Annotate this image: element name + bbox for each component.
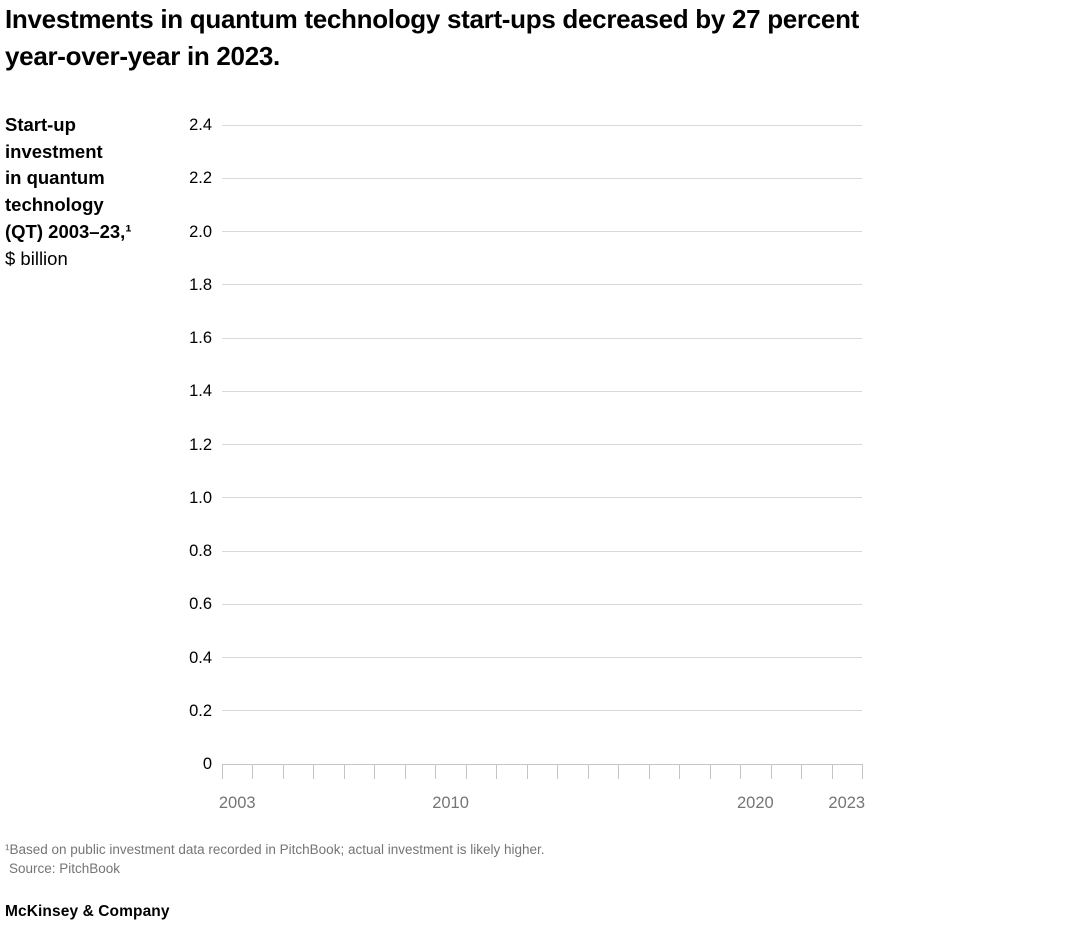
x-tick (222, 764, 223, 779)
y-axis-title-line: investment (5, 140, 103, 162)
y-tick-label: 1.2 (189, 435, 212, 454)
x-tick (282, 764, 284, 779)
y-axis-title-line: in quantum (5, 167, 105, 189)
y-axis-title-line: Start-up (5, 114, 76, 135)
y-gridline (222, 177, 862, 179)
y-axis-title: Start-up investment in quantum technolog… (5, 112, 195, 272)
x-tick (496, 764, 498, 779)
y-tick-label: 0.6 (189, 595, 212, 614)
exhibit-title-line-1: Investments in quantum technology start-… (5, 4, 860, 34)
x-tick (465, 764, 467, 779)
y-gridline (222, 231, 862, 232)
x-tick (557, 764, 559, 779)
y-tick-label: 2.4 (189, 116, 212, 134)
mckinsey-logo: McKinsey & Company (5, 903, 170, 920)
x-tick (679, 764, 681, 779)
y-gridline (222, 710, 862, 712)
y-axis-title-line: technology (5, 194, 104, 216)
y-tick-label: 2.0 (189, 222, 212, 241)
x-tick (313, 764, 315, 779)
y-gridline (222, 284, 862, 286)
y-tick-label: 0.8 (189, 542, 212, 560)
x-tick (252, 764, 254, 779)
x-tick (831, 764, 833, 779)
y-gridline (222, 550, 862, 552)
y-gridline (222, 124, 862, 126)
x-tick (618, 764, 620, 779)
y-tick-label: 1.8 (189, 275, 212, 294)
y-tick-label: 2.2 (189, 169, 212, 188)
x-tick (587, 764, 589, 779)
y-gridline (222, 657, 862, 658)
x-tick (404, 764, 406, 779)
x-tick (801, 764, 803, 779)
exhibit-title-line-2: year-over-year in 2023. (5, 41, 280, 71)
y-tick-label: 0 (202, 755, 212, 773)
y-tick-label: 1.4 (189, 382, 212, 401)
x-tick-label: 2020 (736, 794, 774, 812)
x-tick (862, 764, 863, 779)
y-gridline (222, 444, 862, 445)
x-tick (435, 764, 437, 779)
y-gridline (222, 497, 862, 499)
x-tick (740, 764, 742, 779)
y-gridline (222, 603, 862, 605)
x-tick (343, 764, 345, 779)
x-tick-label: 2023 (828, 794, 866, 812)
x-tick (374, 764, 376, 779)
x-tick-label: 2010 (432, 794, 469, 812)
x-tick (648, 764, 650, 779)
y-tick-label: 1.0 (189, 488, 212, 507)
y-gridline (222, 390, 862, 392)
x-tick (709, 764, 711, 779)
x-axis-line (222, 764, 863, 765)
y-tick-label: 0.2 (189, 701, 212, 720)
exhibit-title: Investments in quantum technology start-… (5, 1, 859, 75)
x-tick (770, 764, 772, 779)
x-tick (526, 764, 528, 779)
footnote: ¹Based on public investment data recorde… (5, 842, 545, 857)
source: Source: PitchBook (9, 861, 121, 876)
y-gridline (222, 337, 862, 339)
x-tick-label: 2003 (218, 794, 256, 812)
y-tick-label: 1.6 (189, 329, 212, 347)
y-axis-unit-label: $ billion (5, 247, 68, 269)
y-tick-label: 0.4 (189, 648, 212, 667)
y-axis-title-line: (QT) 2003–23,¹ (5, 220, 132, 242)
